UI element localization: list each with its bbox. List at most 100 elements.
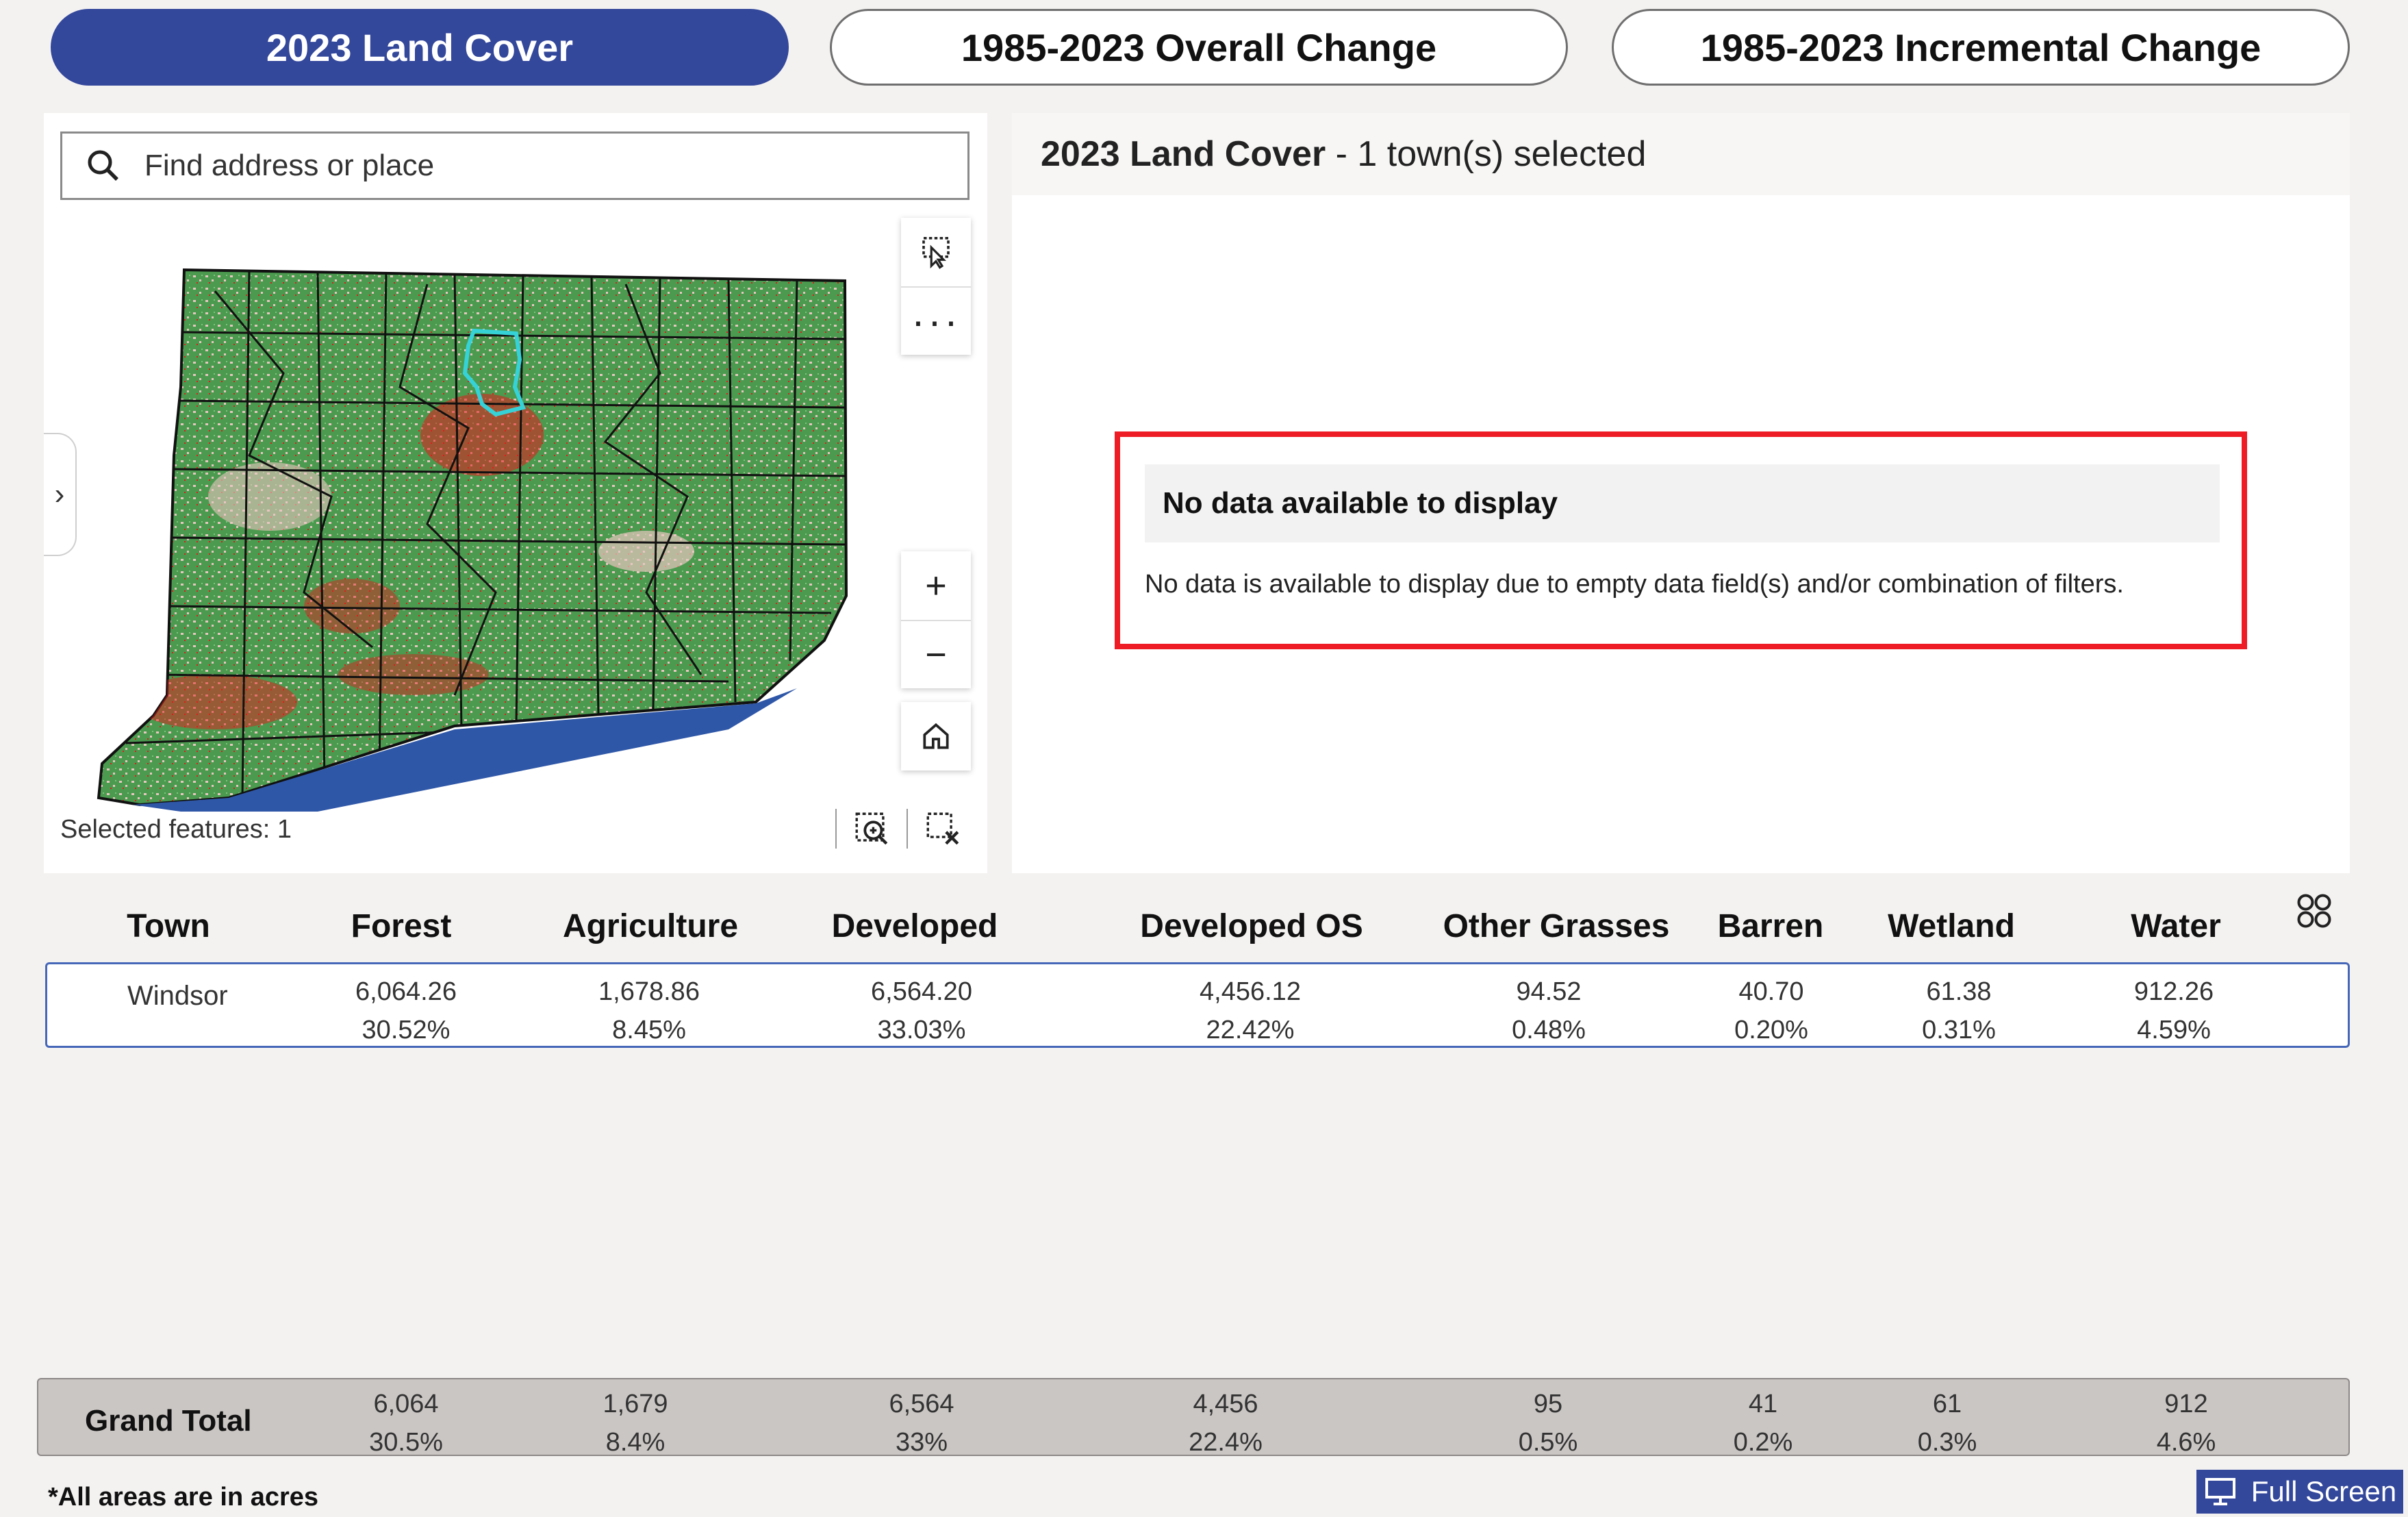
developed-areas <box>125 270 846 799</box>
header-town[interactable]: Town <box>127 908 210 944</box>
cell-forest: 6,064.26 30.52% <box>283 973 529 1049</box>
total-agriculture: 1,679 8.4% <box>512 1385 759 1462</box>
total-percent: 0.2% <box>1733 1428 1793 1457</box>
header-barren[interactable]: Barren <box>1717 908 1824 944</box>
total-value: 61 <box>1932 1390 1962 1418</box>
cell-value: 6,564.20 <box>871 977 972 1006</box>
cell-town: Windsor <box>127 981 228 1011</box>
cell-developed: 6,564.20 33.03% <box>798 973 1045 1049</box>
total-value: 4,456 <box>1193 1390 1258 1418</box>
monitor-icon <box>2205 1478 2235 1505</box>
cell-value: 40.70 <box>1738 977 1804 1006</box>
zoom-in-button[interactable]: + <box>901 551 971 620</box>
grand-total-row <box>37 1378 2350 1456</box>
cell-value: 6,064.26 <box>355 977 457 1006</box>
map-tools-top: ··· <box>901 218 971 355</box>
select-tool-button[interactable] <box>901 218 971 286</box>
long-island-sound <box>133 688 797 812</box>
home-button[interactable] <box>901 702 971 770</box>
selection-tools <box>824 805 967 853</box>
cell-other-grasses: 94.52 0.48% <box>1425 973 1672 1049</box>
total-developed-os: 4,456 22.4% <box>1102 1385 1349 1462</box>
search-box[interactable] <box>60 131 969 200</box>
header-agriculture[interactable]: Agriculture <box>562 908 739 944</box>
zoom-to-selection-icon <box>855 812 888 845</box>
total-percent: 4.6% <box>2156 1428 2216 1457</box>
total-barren: 41 0.2% <box>1640 1385 1886 1462</box>
zoom-out-button[interactable]: − <box>901 620 971 688</box>
total-developed: 6,564 33% <box>798 1385 1045 1462</box>
home-icon <box>923 723 949 749</box>
cell-value: 1,678.86 <box>598 977 700 1006</box>
more-icon: ··· <box>911 298 961 344</box>
zoom-controls: + − <box>901 551 971 688</box>
expand-panel-button[interactable]: › <box>44 433 77 556</box>
zoom-to-selection-button[interactable] <box>848 805 896 853</box>
chart-title-subtitle: - 1 town(s) selected <box>1326 134 1647 174</box>
search-input[interactable] <box>144 149 932 183</box>
cell-percent: 22.42% <box>1206 1016 1295 1044</box>
select-icon <box>922 236 950 269</box>
full-screen-label: Full Screen <box>2251 1475 2397 1507</box>
total-value: 6,564 <box>889 1390 954 1418</box>
cell-percent: 33.03% <box>877 1016 966 1044</box>
total-percent: 33% <box>895 1428 948 1457</box>
header-wetland[interactable]: Wetland <box>1888 908 2015 944</box>
cell-percent: 30.52% <box>362 1016 451 1044</box>
cell-water: 912.26 4.59% <box>2051 973 2297 1049</box>
chart-title: 2023 Land Cover - 1 town(s) selected <box>1012 113 2350 195</box>
header-developed-os[interactable]: Developed OS <box>1140 908 1363 944</box>
total-value: 912 <box>2164 1390 2208 1418</box>
clear-selection-button[interactable] <box>919 805 967 853</box>
search-icon <box>88 150 118 181</box>
cell-percent: 8.45% <box>612 1016 686 1044</box>
home-control <box>901 702 971 770</box>
divider <box>835 809 837 849</box>
total-percent: 0.5% <box>1518 1428 1578 1457</box>
cell-percent: 0.31% <box>1922 1016 1996 1044</box>
more-options-button[interactable]: ··· <box>901 286 971 355</box>
total-value: 95 <box>1533 1390 1563 1418</box>
tab-incremental-change[interactable]: 1985-2023 Incremental Change <box>1612 9 2350 86</box>
cell-developed-os: 4,456.12 22.42% <box>1127 973 1373 1049</box>
divider <box>907 809 908 849</box>
total-value: 41 <box>1748 1390 1778 1418</box>
tab-overall-change[interactable]: 1985-2023 Overall Change <box>830 9 1568 86</box>
header-developed[interactable]: Developed <box>831 908 998 944</box>
no-data-text: No data is available to display due to e… <box>1145 570 2124 599</box>
selected-town-windsor[interactable] <box>462 328 527 417</box>
full-screen-button[interactable]: Full Screen <box>2196 1470 2403 1514</box>
total-wetland: 61 0.3% <box>1824 1385 2070 1462</box>
total-percent: 22.4% <box>1189 1428 1263 1457</box>
total-forest: 6,064 30.5% <box>283 1385 529 1462</box>
cell-value: 94.52 <box>1516 977 1582 1006</box>
header-other-grasses[interactable]: Other Grasses <box>1443 908 1670 944</box>
map-panel: ··· + − Selected features: 1 <box>44 113 987 873</box>
cell-value: 61.38 <box>1926 977 1992 1006</box>
header-water[interactable]: Water <box>2131 908 2221 944</box>
zoom-out-icon: − <box>925 634 947 675</box>
cell-value: 912.26 <box>2133 977 2214 1006</box>
chevron-right-icon: › <box>54 477 65 511</box>
header-forest[interactable]: Forest <box>351 908 452 944</box>
total-percent: 8.4% <box>605 1428 666 1457</box>
cell-percent: 0.48% <box>1512 1016 1586 1044</box>
map-canvas[interactable] <box>44 209 893 812</box>
table-options-icon[interactable] <box>2294 890 2335 931</box>
no-data-title: No data available to display <box>1145 464 2220 542</box>
grand-total-label: Grand Total <box>85 1404 252 1438</box>
cell-barren: 40.70 0.20% <box>1648 973 1894 1049</box>
chart-title-bold: 2023 Land Cover <box>1041 134 1326 174</box>
total-water: 912 4.6% <box>2063 1385 2309 1462</box>
table-row[interactable] <box>45 962 2350 1048</box>
total-other-grasses: 95 0.5% <box>1425 1385 1671 1462</box>
no-data-message: No data available to display No data is … <box>1115 431 2247 649</box>
clear-selection-icon <box>926 812 959 845</box>
total-percent: 0.3% <box>1917 1428 1977 1457</box>
footnote: *All areas are in acres <box>48 1483 319 1512</box>
total-value: 6,064 <box>373 1390 439 1418</box>
cell-agriculture: 1,678.86 8.45% <box>526 973 772 1049</box>
cell-value: 4,456.12 <box>1200 977 1301 1006</box>
cell-wetland: 61.38 0.31% <box>1836 973 2082 1049</box>
tab-2023-land-cover[interactable]: 2023 Land Cover <box>51 9 789 86</box>
